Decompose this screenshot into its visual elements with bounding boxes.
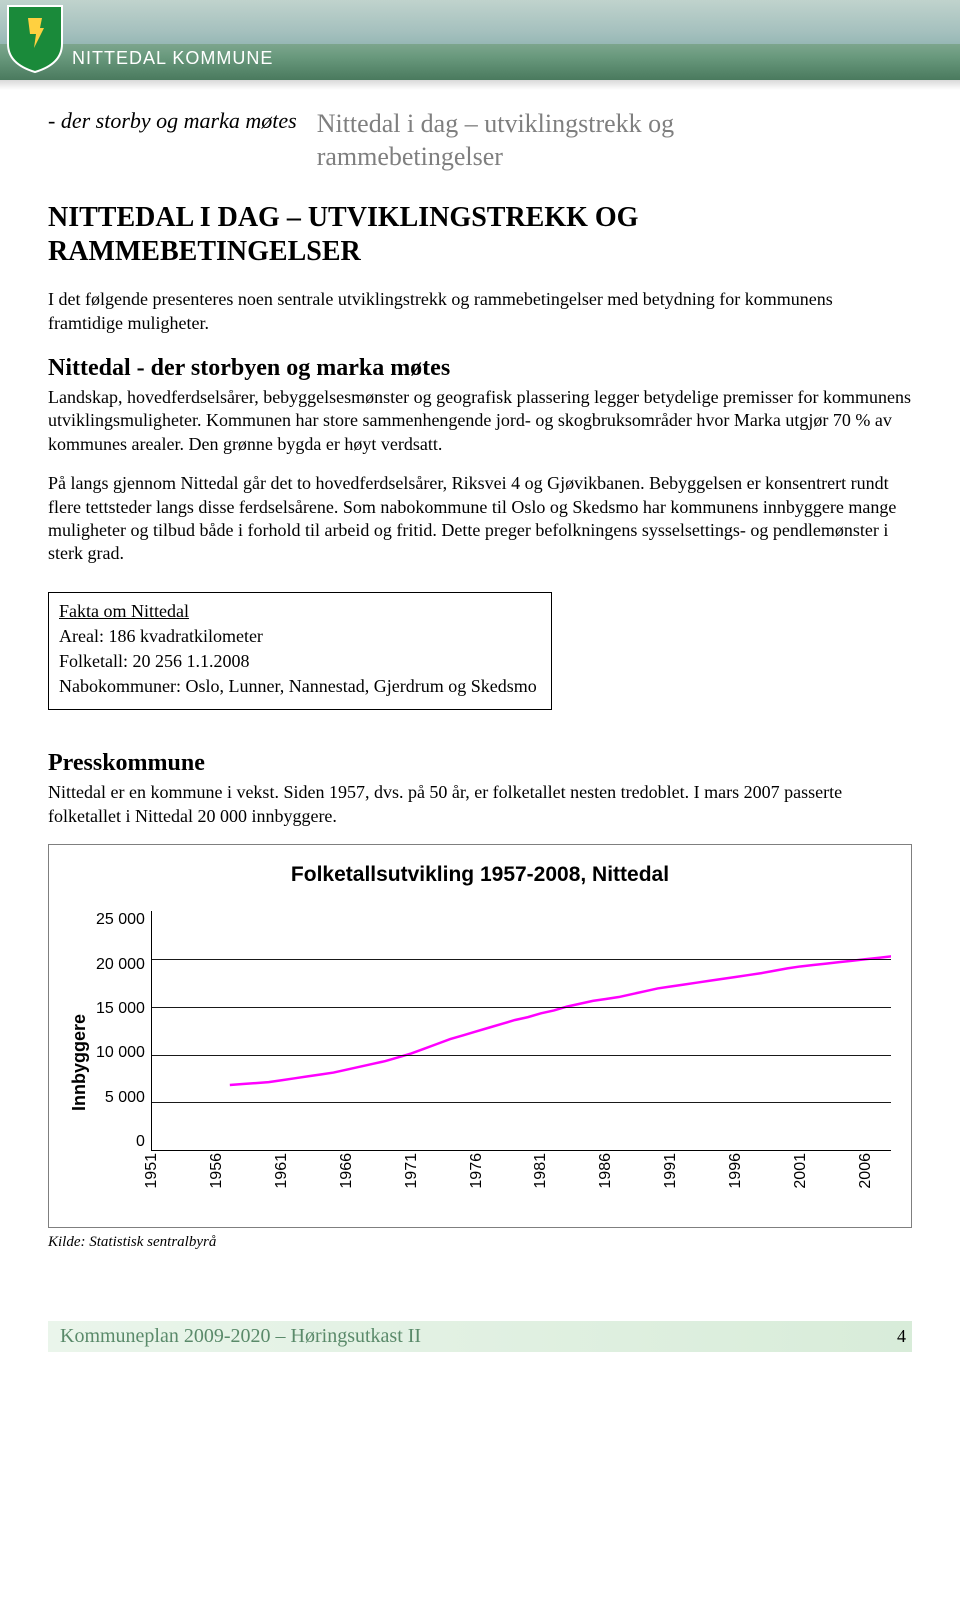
x-tick: 2006 [857, 1153, 875, 1189]
page-number: 4 [897, 1326, 906, 1347]
page-header-row: - der storby og marka møtes Nittedal i d… [48, 108, 912, 173]
footer-text: Kommuneplan 2009-2020 – Høringsutkast II [60, 1325, 421, 1348]
x-tick: 1951 [143, 1153, 161, 1189]
section2-para: Nittedal er en kommune i vekst. Siden 19… [48, 781, 912, 828]
facts-box: Fakta om Nittedal Areal: 186 kvadratkilo… [48, 592, 552, 711]
title-l2: rammebetingelser [317, 142, 503, 171]
footer: Kommuneplan 2009-2020 – Høringsutkast II… [0, 1321, 960, 1352]
x-tick: 2001 [792, 1153, 810, 1189]
motto: - der storby og marka møtes [48, 108, 297, 134]
title-l1: Nittedal i dag – utviklingstrekk og [317, 109, 674, 138]
y-tick: 0 [96, 1133, 145, 1151]
x-tick: 1986 [597, 1153, 615, 1189]
y-tick: 15 000 [96, 1000, 145, 1018]
x-tick: 1996 [727, 1153, 745, 1189]
main-heading: NITTEDAL I DAG – UTVIKLINGSTREKK OG RAMM… [48, 201, 912, 268]
banner-shadow [0, 80, 960, 90]
section1-para1: Landskap, hovedferdselsårer, bebyggelses… [48, 386, 912, 456]
chart-line-svg [152, 911, 891, 1150]
x-tick: 1966 [338, 1153, 356, 1189]
facts-title: Fakta om Nittedal [59, 599, 537, 624]
section1-para2: På langs gjennom Nittedal går det to hov… [48, 472, 912, 566]
chart-series-line [230, 957, 891, 1086]
chart-plot-area [151, 911, 891, 1151]
y-tick: 20 000 [96, 956, 145, 974]
y-tick: 10 000 [96, 1044, 145, 1062]
facts-line1: Areal: 186 kvadratkilometer [59, 624, 537, 649]
grid-line [152, 959, 891, 960]
x-tick: 1981 [532, 1153, 550, 1189]
grid-line [152, 1055, 891, 1056]
x-tick: 1956 [208, 1153, 226, 1189]
x-tick: 1961 [273, 1153, 291, 1189]
intro-paragraph: I det følgende presenteres noen sentrale… [48, 288, 912, 335]
y-axis-label: Innbyggere [69, 1014, 90, 1111]
chart-title: Folketallsutvikling 1957-2008, Nittedal [69, 863, 891, 887]
y-tick: 5 000 [96, 1089, 145, 1107]
breadcrumb-title: Nittedal i dag – utviklingstrekk og ramm… [317, 108, 674, 173]
section1-heading: Nittedal - der storbyen og marka møtes [48, 355, 912, 382]
x-tick: 1976 [468, 1153, 486, 1189]
x-axis-ticks: 1951195619611966197119761981198619911996… [151, 1153, 891, 1213]
section2-heading: Presskommune [48, 750, 912, 777]
facts-line3: Nabokommuner: Oslo, Lunner, Nannestad, G… [59, 674, 537, 699]
x-tick: 1991 [662, 1153, 680, 1189]
grid-line [152, 1007, 891, 1008]
main-heading-l1: NITTEDAL I DAG – UTVIKLINGSTREKK OG [48, 202, 638, 233]
grid-line [152, 1102, 891, 1103]
y-axis-ticks: 25 000 20 000 15 000 10 000 5 000 0 [96, 911, 151, 1151]
y-axis-label-wrap: Innbyggere [69, 911, 96, 1213]
header-banner: NITTEDAL KOMMUNE [0, 0, 960, 80]
main-heading-l2: RAMMEBETINGELSER [48, 236, 361, 267]
chart-source: Kilde: Statistisk sentralbyrå [48, 1234, 912, 1251]
y-tick: 25 000 [96, 911, 145, 929]
x-tick: 1971 [403, 1153, 421, 1189]
facts-line2: Folketall: 20 256 1.1.2008 [59, 649, 537, 674]
municipal-shield-icon [6, 4, 64, 74]
org-name: NITTEDAL KOMMUNE [72, 48, 273, 69]
chart-container: Folketallsutvikling 1957-2008, Nittedal … [48, 844, 912, 1228]
